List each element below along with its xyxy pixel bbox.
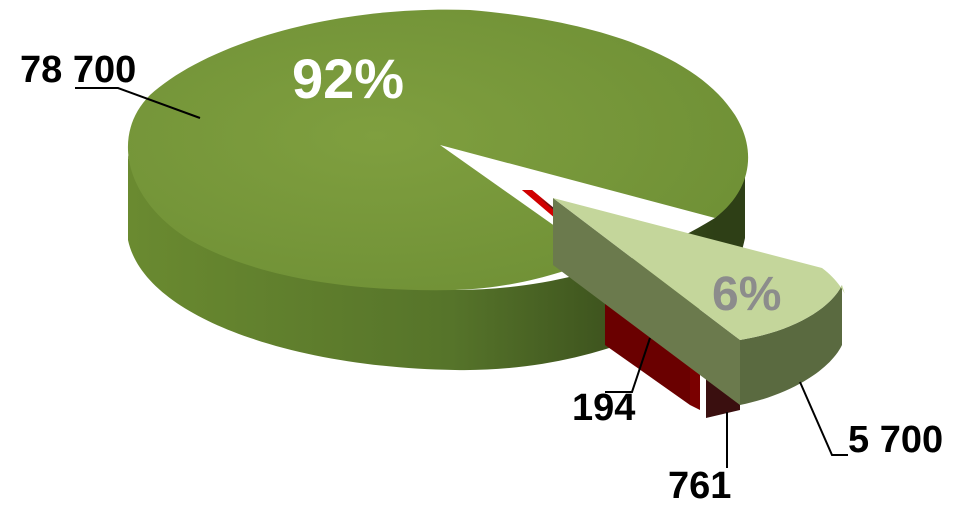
label-5700: 5 700 (848, 419, 943, 461)
slice-78700-top (127, 9, 749, 291)
label-761: 761 (668, 465, 731, 507)
leader-line-194 (605, 337, 651, 393)
slice-5700-top (553, 198, 845, 340)
slice-5700 (553, 198, 845, 405)
label-6-percent: 6% (712, 268, 781, 321)
leader-line-78700 (75, 87, 201, 119)
label-92-percent: 92% (292, 47, 404, 110)
leader-line-5700 (799, 381, 848, 456)
slice-5700-side (740, 285, 842, 405)
label-194: 194 (572, 387, 635, 429)
label-78700: 78 700 (20, 49, 136, 91)
slice-78700-side (128, 155, 715, 371)
slice-5700-side-left (553, 198, 740, 405)
